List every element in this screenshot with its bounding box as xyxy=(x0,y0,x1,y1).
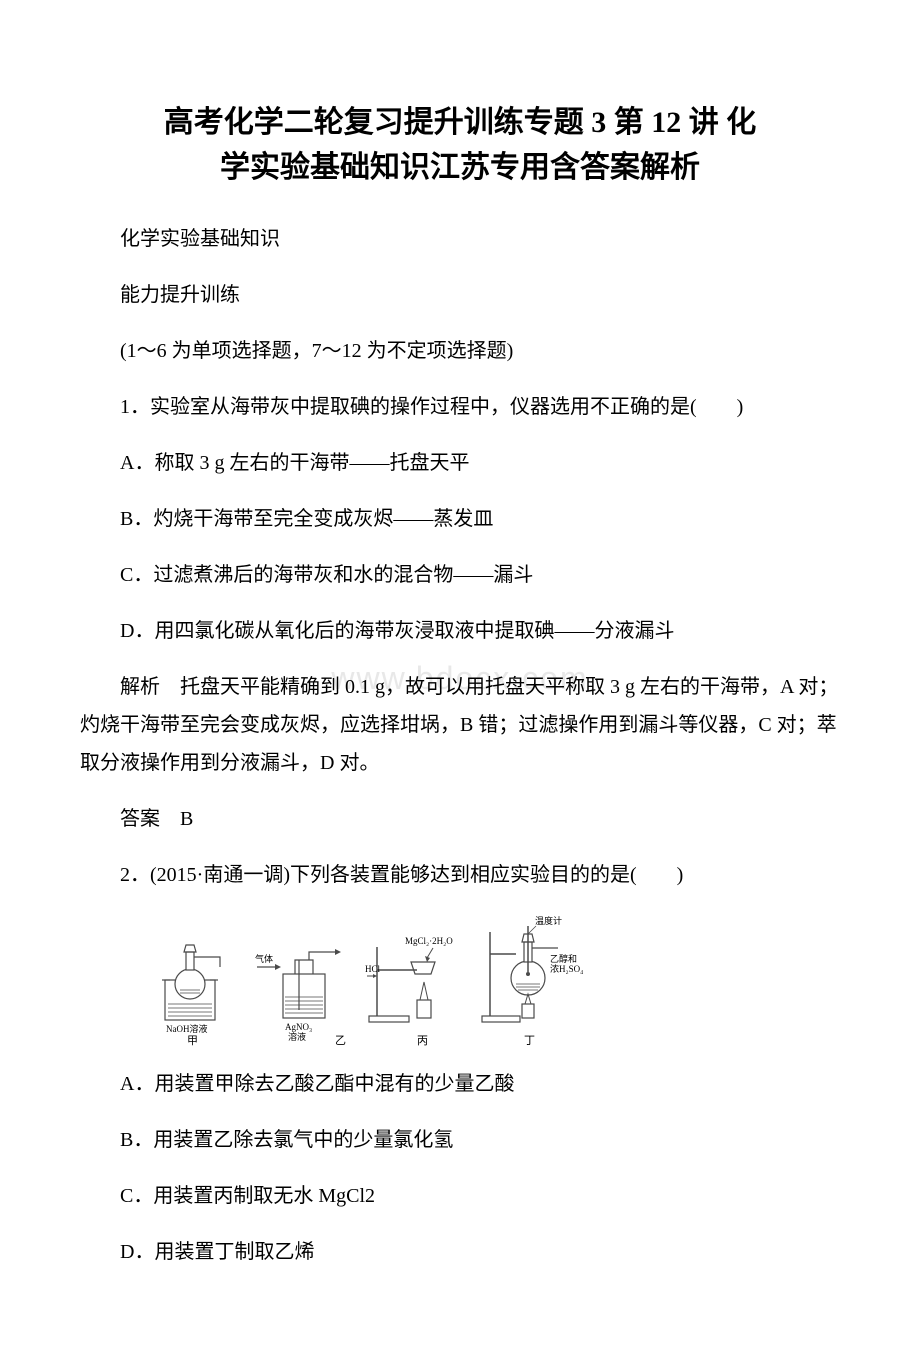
label-ethanol1: 乙醇和 xyxy=(550,953,577,964)
apparatus-jia: NaOH溶液 甲 xyxy=(162,945,220,1047)
q1-option-b: B．灼烧干海带至完全变成灰烬——蒸发皿 xyxy=(80,500,840,538)
apparatus-yi: 气体 AgNO₃ 溶液 乙 xyxy=(255,949,346,1047)
instruction-line: (1～6 为单项选择题，7～12 为不定项选择题) xyxy=(80,332,840,370)
label-thermo: 温度计 xyxy=(535,915,562,926)
caption-ding: 丁 xyxy=(524,1035,535,1047)
q1-answer: 答案 B xyxy=(80,800,840,838)
label-gas: 气体 xyxy=(255,953,273,964)
subtitle-1: 化学实验基础知识 xyxy=(80,220,840,258)
label-solution: 溶液 xyxy=(288,1031,306,1042)
caption-jia: 甲 xyxy=(187,1035,198,1047)
apparatus-figure: NaOH溶液 甲 气体 AgN xyxy=(160,912,840,1047)
q2-stem: 2．(2015·南通一调)下列各装置能够达到相应实验目的的是( ) xyxy=(80,856,840,894)
document-title: 高考化学二轮复习提升训练专题 3 第 12 讲 化 学实验基础知识江苏专用含答案… xyxy=(80,100,840,190)
caption-yi: 乙 xyxy=(335,1034,346,1047)
label-naoh: NaOH溶液 xyxy=(166,1023,208,1034)
label-ethanol2: 浓H₂SO₄ xyxy=(550,964,583,974)
subtitle-2: 能力提升训练 xyxy=(80,276,840,314)
label-agno3: AgNO₃ xyxy=(285,1022,312,1032)
q1-option-d: D．用四氯化碳从氧化后的海带灰浸取液中提取碘——分液漏斗 xyxy=(80,612,840,650)
label-mgcl2: MgCl₂·2H₂O xyxy=(405,936,453,946)
q2-option-c: C．用装置丙制取无水 MgCl2 xyxy=(80,1177,840,1215)
q2-option-d: D．用装置丁制取乙烯 xyxy=(80,1233,840,1271)
caption-bing: 丙 xyxy=(417,1035,428,1047)
q1-option-c: C．过滤煮沸后的海带灰和水的混合物——漏斗 xyxy=(80,556,840,594)
document-content: 高考化学二轮复习提升训练专题 3 第 12 讲 化 学实验基础知识江苏专用含答案… xyxy=(80,100,840,1271)
q1-option-a: A．称取 3 g 左右的干海带——托盘天平 xyxy=(80,444,840,482)
title-line-2: 学实验基础知识江苏专用含答案解析 xyxy=(80,145,840,190)
label-hcl: HCl xyxy=(365,964,381,974)
q1-explanation: 解析 托盘天平能精确到 0.1 g，故可以用托盘天平称取 3 g 左右的干海带，… xyxy=(80,668,840,782)
q1-stem: 1．实验室从海带灰中提取碘的操作过程中，仪器选用不正确的是( ) xyxy=(80,388,840,426)
q2-option-b: B．用装置乙除去氯气中的少量氯化氢 xyxy=(80,1121,840,1159)
q2-option-a: A．用装置甲除去乙酸乙酯中混有的少量乙酸 xyxy=(80,1065,840,1103)
apparatus-bing: MgCl₂·2H₂O HCl 丙 xyxy=(365,936,453,1047)
title-line-1: 高考化学二轮复习提升训练专题 3 第 12 讲 化 xyxy=(80,100,840,145)
apparatus-ding: 温度计 xyxy=(482,915,583,1047)
apparatus-diagram: NaOH溶液 甲 气体 AgN xyxy=(160,912,590,1047)
